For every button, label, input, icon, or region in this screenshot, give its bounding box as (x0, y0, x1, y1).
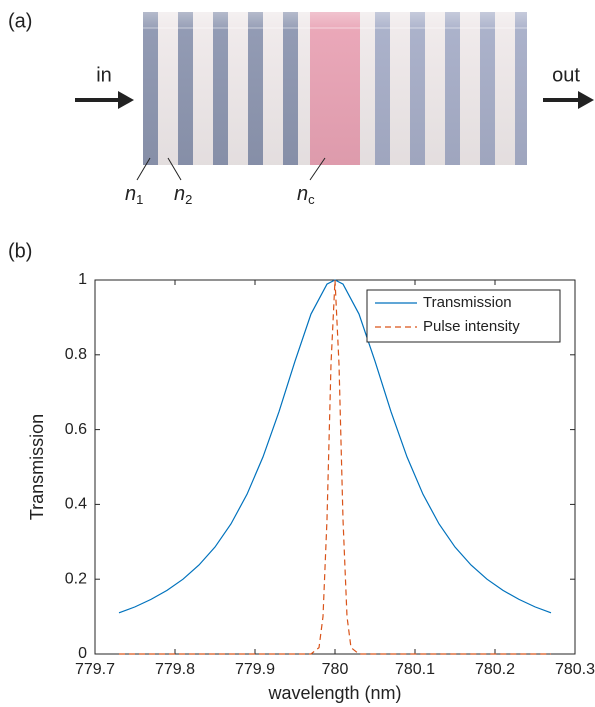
x-tick-label: 779.9 (235, 661, 275, 678)
legend-label: Transmission (423, 294, 512, 311)
layer-label: n2 (174, 183, 192, 207)
layer-label: nc (297, 183, 315, 207)
panel-label: (a) (8, 10, 32, 32)
y-tick-label: 0 (78, 645, 87, 662)
symbol: n (297, 183, 308, 205)
x-axis-label: wavelength (nm) (267, 683, 401, 703)
x-tick-label: 779.8 (155, 661, 195, 678)
legend-label: Pulse intensity (423, 318, 520, 335)
x-tick-label: 780.3 (555, 661, 595, 678)
y-tick-label: 0.6 (65, 421, 87, 438)
y-axis-label: Transmission (27, 414, 47, 520)
symbol: n (174, 183, 185, 205)
y-tick-label: 0.8 (65, 346, 87, 363)
subscript: 1 (136, 192, 143, 207)
leader (309, 157, 326, 181)
leader (136, 157, 151, 181)
leader (167, 157, 182, 181)
out-label: out (552, 64, 580, 86)
block-shade (143, 12, 527, 165)
x-tick-label: 780.1 (395, 661, 435, 678)
in-arrowhead (118, 91, 134, 109)
subscript: c (308, 192, 315, 207)
x-tick-label: 780.2 (475, 661, 515, 678)
y-tick-label: 0.2 (65, 570, 87, 587)
x-tick-label: 780 (322, 661, 349, 678)
layer-label: n1 (125, 183, 143, 207)
x-tick-label: 779.7 (75, 661, 115, 678)
chart: 779.7 779.8 779.9 780 780.1 780.2 780.3 0 0.2 0.4… (27, 271, 595, 703)
legend-box (366, 289, 561, 343)
in-label: in (96, 64, 112, 86)
panel-label: (b) (8, 240, 32, 262)
out-arrowhead (578, 91, 594, 109)
series-line (119, 279, 551, 655)
subscript: 2 (185, 192, 192, 207)
symbol: n (125, 183, 136, 205)
y-tick-label: 1 (78, 271, 87, 288)
y-tick-label: 0.4 (65, 496, 87, 513)
